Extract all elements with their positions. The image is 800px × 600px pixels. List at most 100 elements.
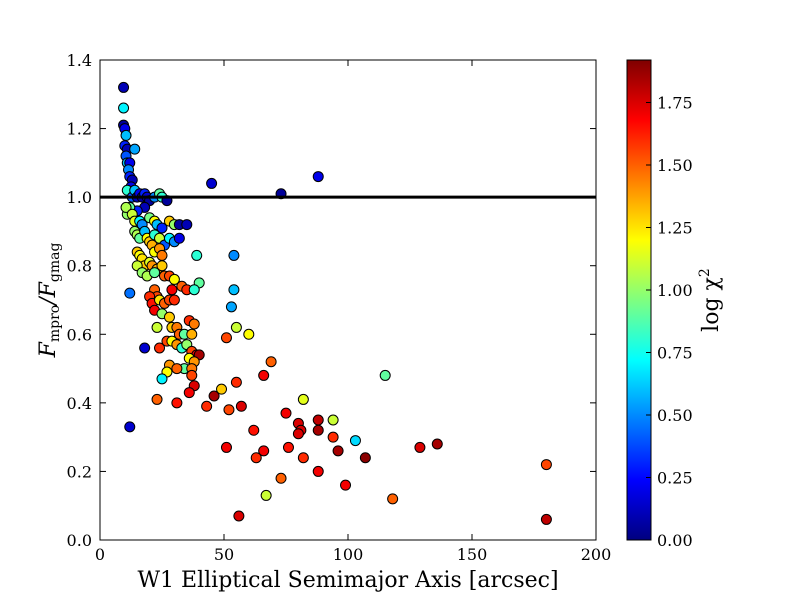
data-point bbox=[151, 321, 163, 333]
data-point bbox=[149, 267, 161, 279]
data-point bbox=[173, 232, 185, 244]
data-point bbox=[359, 452, 371, 464]
data-point bbox=[275, 472, 287, 484]
data-point bbox=[233, 510, 245, 522]
data-point bbox=[118, 81, 130, 93]
data-points bbox=[118, 81, 552, 525]
data-point bbox=[156, 249, 168, 261]
x-tick-label: 150 bbox=[457, 545, 488, 564]
data-point bbox=[225, 301, 237, 313]
data-point bbox=[235, 400, 247, 412]
data-point bbox=[243, 328, 255, 340]
data-point bbox=[220, 441, 232, 453]
data-point bbox=[191, 249, 203, 261]
data-point bbox=[156, 260, 168, 272]
data-point bbox=[139, 342, 151, 354]
y-tick-label: 0.4 bbox=[67, 394, 92, 413]
colorbar-tick-label: 0.25 bbox=[657, 469, 693, 488]
colorbar-ticks: 0.00 0.25 0.50 0.75 1.00 1.25 1.50 1.75 bbox=[646, 94, 693, 550]
x-tick-label: 200 bbox=[581, 545, 612, 564]
colorbar-label: log χ2 bbox=[697, 268, 724, 332]
data-point bbox=[120, 201, 132, 213]
colorbar-tick-label: 1.50 bbox=[657, 156, 693, 175]
data-point bbox=[171, 397, 183, 409]
data-point bbox=[156, 222, 168, 234]
data-point bbox=[201, 400, 213, 412]
colorbar bbox=[626, 59, 652, 541]
data-point bbox=[208, 390, 220, 402]
data-point bbox=[312, 424, 324, 436]
data-point bbox=[379, 369, 391, 381]
data-point bbox=[260, 489, 272, 501]
data-point bbox=[186, 328, 198, 340]
data-point bbox=[223, 404, 235, 416]
data-point bbox=[540, 459, 552, 471]
data-point bbox=[414, 441, 426, 453]
data-point bbox=[188, 284, 200, 296]
x-tick-label: 100 bbox=[333, 545, 364, 564]
data-point bbox=[327, 431, 339, 443]
data-point bbox=[120, 129, 132, 141]
data-point bbox=[332, 445, 344, 457]
colorbar-tick-label: 0.75 bbox=[657, 344, 693, 363]
data-point bbox=[206, 177, 218, 189]
y-tick-label: 0.2 bbox=[67, 462, 92, 481]
x-tick-label: 0 bbox=[95, 545, 105, 564]
y-tick-label: 0.0 bbox=[67, 531, 92, 550]
data-point bbox=[220, 332, 232, 344]
data-point bbox=[292, 428, 304, 440]
data-point bbox=[124, 287, 136, 299]
data-point bbox=[540, 513, 552, 525]
data-point bbox=[230, 376, 242, 388]
data-point bbox=[168, 273, 180, 285]
data-point bbox=[349, 435, 361, 447]
colorbar-tick-label: 1.75 bbox=[657, 94, 693, 113]
data-point bbox=[340, 479, 352, 491]
x-tick-label: 50 bbox=[214, 545, 234, 564]
data-point bbox=[154, 342, 166, 354]
x-axis-label: W1 Elliptical Semimajor Axis [arcsec] bbox=[137, 568, 558, 593]
data-point bbox=[168, 294, 180, 306]
y-tick-label: 1.2 bbox=[67, 120, 92, 139]
data-point bbox=[129, 143, 141, 155]
data-point bbox=[327, 414, 339, 426]
data-point bbox=[312, 414, 324, 426]
data-point bbox=[183, 387, 195, 399]
y-axis-ticks: 0.0 0.2 0.4 0.6 0.8 1.0 1.2 1.4 bbox=[67, 51, 596, 550]
y-tick-label: 0.8 bbox=[67, 257, 92, 276]
data-point bbox=[166, 284, 178, 296]
data-point bbox=[258, 445, 270, 457]
data-point bbox=[258, 369, 270, 381]
data-point bbox=[312, 171, 324, 183]
data-point bbox=[188, 318, 200, 330]
data-point bbox=[163, 311, 175, 323]
data-point bbox=[282, 441, 294, 453]
data-point bbox=[151, 393, 163, 405]
data-point bbox=[124, 421, 136, 433]
data-point bbox=[156, 373, 168, 385]
y-axis-label: Fmpro/Fgmag bbox=[36, 243, 63, 359]
data-point bbox=[230, 321, 242, 333]
y-tick-label: 1.0 bbox=[67, 188, 92, 207]
colorbar-tick-label: 0.00 bbox=[657, 531, 693, 550]
data-point bbox=[312, 465, 324, 477]
data-point bbox=[248, 424, 260, 436]
plot-area bbox=[100, 60, 596, 540]
data-point bbox=[228, 249, 240, 261]
data-point bbox=[250, 452, 262, 464]
data-point bbox=[280, 407, 292, 419]
data-point bbox=[118, 102, 130, 114]
data-point bbox=[186, 369, 198, 381]
y-tick-label: 1.4 bbox=[67, 51, 92, 70]
data-point bbox=[387, 493, 399, 505]
data-point bbox=[431, 438, 443, 450]
data-point bbox=[171, 363, 183, 375]
data-point bbox=[297, 452, 309, 464]
data-point bbox=[265, 356, 277, 368]
x-axis-ticks: 0 50 100 150 200 bbox=[95, 60, 611, 564]
data-point bbox=[228, 284, 240, 296]
y-tick-label: 0.6 bbox=[67, 325, 92, 344]
colorbar-tick-label: 1.00 bbox=[657, 281, 693, 300]
data-point bbox=[297, 393, 309, 405]
